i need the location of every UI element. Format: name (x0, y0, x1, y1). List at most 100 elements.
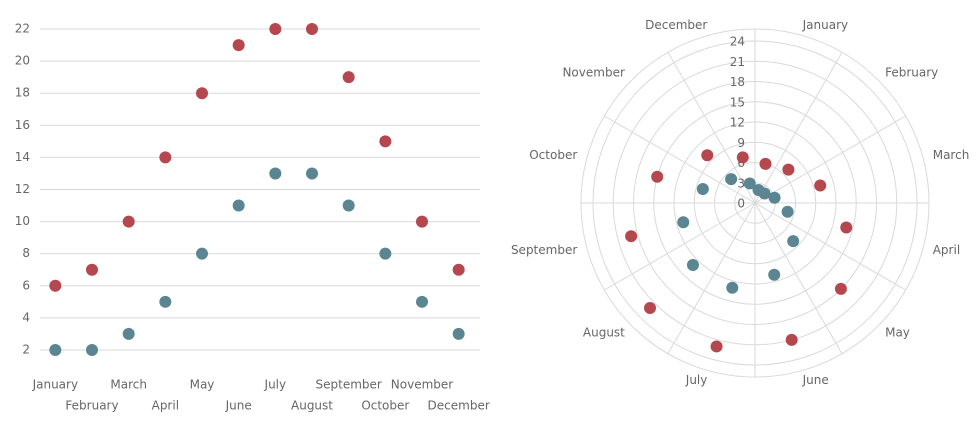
point (196, 247, 208, 260)
point (696, 183, 709, 196)
angle-label: May (885, 326, 910, 340)
angle-label: June (802, 373, 829, 387)
y-tick-label: 16 (15, 118, 30, 132)
point (196, 87, 208, 100)
outer-ring (580, 28, 930, 378)
point (759, 157, 772, 170)
spoke (604, 115, 756, 204)
grid-ring (714, 162, 796, 244)
angle-label: March (933, 148, 970, 162)
point (787, 235, 800, 248)
y-tick-label: 10 (15, 214, 30, 228)
grid-ring (633, 81, 877, 325)
point (49, 343, 62, 356)
x-tick-label: December (428, 399, 490, 413)
angle-label: August (583, 326, 625, 340)
point (625, 230, 638, 243)
point (122, 215, 135, 228)
y-tick-label: 2 (22, 342, 30, 356)
point (677, 216, 690, 229)
spoke (667, 202, 756, 354)
x-tick-label: November (391, 378, 453, 392)
grid-ring (592, 40, 918, 366)
x-tick-label: May (190, 378, 215, 392)
grid-ring (673, 121, 837, 285)
y-tick-label: 8 (22, 246, 30, 260)
point (342, 71, 355, 84)
point (814, 179, 827, 192)
spoke (754, 52, 843, 204)
x-tick-label: October (361, 399, 409, 413)
point (651, 170, 664, 183)
point (834, 282, 847, 295)
grid-ring (693, 141, 817, 265)
y-tick-label: 18 (15, 86, 30, 100)
grid-ring (612, 60, 898, 346)
point (159, 295, 172, 308)
x-tick-label: August (291, 399, 333, 413)
r-tick-label: 21 (730, 55, 745, 69)
point (416, 215, 428, 228)
r-tick-label: 3 (737, 176, 745, 190)
point (758, 187, 771, 200)
x-tick-label: July (264, 378, 287, 392)
angle-label: April (933, 243, 960, 257)
point (785, 333, 798, 346)
point (782, 163, 795, 176)
point (49, 279, 62, 292)
r-tick-label: 24 (730, 35, 745, 49)
r-tick-label: 0 (737, 197, 745, 211)
r-tick-label: 12 (730, 116, 745, 130)
angle-label: December (645, 18, 707, 32)
point (416, 295, 428, 308)
angle-label: October (529, 148, 577, 162)
point (269, 23, 282, 36)
r-tick-label: 18 (730, 75, 745, 89)
y-tick-label: 14 (15, 150, 30, 164)
point (840, 221, 853, 234)
point (736, 151, 749, 164)
y-tick-label: 22 (15, 22, 30, 36)
y-tick-label: 20 (15, 54, 30, 68)
point (701, 149, 714, 162)
angle-label: July (685, 373, 708, 387)
point (306, 167, 318, 180)
point (768, 191, 781, 204)
point (686, 259, 699, 272)
x-tick-label: September (316, 378, 382, 392)
angle-label: February (885, 65, 938, 79)
x-tick-label: January (32, 378, 79, 392)
spoke (754, 202, 906, 291)
point (452, 327, 465, 340)
point (643, 302, 656, 315)
angle-label: September (511, 243, 577, 257)
x-tick-label: February (65, 399, 118, 413)
point (342, 199, 355, 212)
point (725, 173, 738, 186)
spoke (754, 202, 843, 354)
x-tick-label: April (152, 399, 179, 413)
point (781, 205, 794, 218)
point (232, 39, 245, 52)
point (122, 327, 135, 340)
point (726, 281, 739, 294)
angle-label: November (562, 65, 624, 79)
point (159, 151, 172, 164)
r-tick-label: 15 (730, 95, 745, 109)
x-tick-label: June (225, 399, 252, 413)
point (452, 263, 465, 276)
point (379, 135, 392, 148)
x-tick-label: March (110, 378, 147, 392)
point (86, 343, 98, 356)
point (232, 199, 245, 212)
point (86, 263, 98, 276)
y-tick-label: 6 (22, 278, 30, 292)
grid-ring (653, 101, 857, 305)
point (710, 340, 723, 353)
y-tick-label: 4 (22, 310, 30, 324)
point (379, 247, 392, 260)
y-tick-label: 12 (15, 182, 30, 196)
point (743, 177, 756, 190)
point (306, 23, 318, 36)
